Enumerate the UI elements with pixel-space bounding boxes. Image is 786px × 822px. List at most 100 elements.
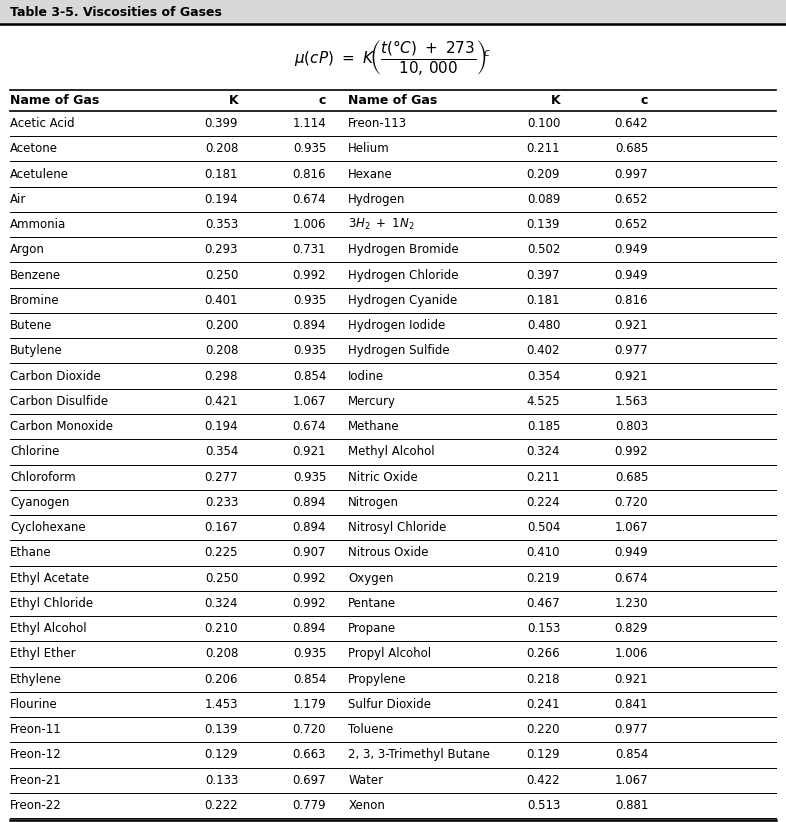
Text: 1.067: 1.067: [292, 395, 326, 408]
Text: 0.697: 0.697: [292, 774, 326, 787]
Text: 0.854: 0.854: [293, 672, 326, 686]
Text: Flourine: Flourine: [10, 698, 58, 711]
Text: 0.881: 0.881: [615, 799, 648, 812]
Text: 0.129: 0.129: [204, 748, 238, 761]
Text: c: c: [319, 94, 326, 107]
Text: 0.720: 0.720: [615, 496, 648, 509]
Text: $\mu(cP)\ =\ K\!\left(\dfrac{t(°C)\ +\ 273}{10,\,000}\right)^{\!\!c}$: $\mu(cP)\ =\ K\!\left(\dfrac{t(°C)\ +\ 2…: [295, 39, 491, 77]
Text: 0.841: 0.841: [615, 698, 648, 711]
Text: 0.829: 0.829: [615, 622, 648, 635]
Text: 0.894: 0.894: [292, 521, 326, 534]
Text: 1.179: 1.179: [292, 698, 326, 711]
Text: Freon-22: Freon-22: [10, 799, 62, 812]
Text: 0.949: 0.949: [615, 547, 648, 560]
Text: 1.067: 1.067: [615, 774, 648, 787]
Text: Hydrogen Chloride: Hydrogen Chloride: [348, 269, 459, 282]
Text: 0.298: 0.298: [204, 370, 238, 382]
Text: 0.642: 0.642: [615, 117, 648, 130]
Text: 4.525: 4.525: [527, 395, 560, 408]
Text: Freon-12: Freon-12: [10, 748, 62, 761]
Text: 0.133: 0.133: [205, 774, 238, 787]
Text: 0.992: 0.992: [292, 571, 326, 584]
Text: Acetone: Acetone: [10, 142, 58, 155]
Text: 0.153: 0.153: [527, 622, 560, 635]
Text: Table 3-5. Viscosities of Gases: Table 3-5. Viscosities of Gases: [10, 7, 222, 20]
Text: 0.324: 0.324: [204, 597, 238, 610]
Text: 0.209: 0.209: [527, 168, 560, 181]
Text: 0.211: 0.211: [527, 142, 560, 155]
Text: 0.422: 0.422: [527, 774, 560, 787]
Text: 0.200: 0.200: [205, 319, 238, 332]
Text: 0.803: 0.803: [615, 420, 648, 433]
Text: Cyanogen: Cyanogen: [10, 496, 70, 509]
Text: 0.181: 0.181: [204, 168, 238, 181]
Text: Propane: Propane: [348, 622, 396, 635]
Text: Cyclohexane: Cyclohexane: [10, 521, 86, 534]
Text: Bromine: Bromine: [10, 294, 60, 307]
Text: 0.949: 0.949: [615, 243, 648, 256]
Text: Air: Air: [10, 193, 27, 206]
Text: 0.513: 0.513: [527, 799, 560, 812]
Text: 1.006: 1.006: [292, 218, 326, 231]
Text: Ethyl Chloride: Ethyl Chloride: [10, 597, 94, 610]
Bar: [0, 0, 786, 24]
Text: Sulfur Dioxide: Sulfur Dioxide: [348, 698, 432, 711]
Text: 0.181: 0.181: [527, 294, 560, 307]
Text: 0.354: 0.354: [527, 370, 560, 382]
Text: 0.206: 0.206: [204, 672, 238, 686]
Text: 0.397: 0.397: [527, 269, 560, 282]
Text: Butene: Butene: [10, 319, 53, 332]
Text: 0.210: 0.210: [204, 622, 238, 635]
Text: 0.854: 0.854: [615, 748, 648, 761]
Text: Nitrogen: Nitrogen: [348, 496, 399, 509]
Text: 0.353: 0.353: [205, 218, 238, 231]
Text: 0.224: 0.224: [527, 496, 560, 509]
Text: 0.401: 0.401: [204, 294, 238, 307]
Text: 1.453: 1.453: [204, 698, 238, 711]
Text: 0.220: 0.220: [527, 723, 560, 737]
Text: 0.935: 0.935: [293, 294, 326, 307]
Text: Pentane: Pentane: [348, 597, 396, 610]
Text: 0.935: 0.935: [293, 648, 326, 660]
Text: 0.921: 0.921: [615, 672, 648, 686]
Text: Chloroform: Chloroform: [10, 471, 75, 483]
Text: Ethyl Acetate: Ethyl Acetate: [10, 571, 90, 584]
Text: 2, 3, 3-Trimethyl Butane: 2, 3, 3-Trimethyl Butane: [348, 748, 490, 761]
Text: 0.089: 0.089: [527, 193, 560, 206]
Text: 1.067: 1.067: [615, 521, 648, 534]
Text: Hydrogen Sulfide: Hydrogen Sulfide: [348, 344, 450, 358]
Text: $3H_2\ +\ 1N_2$: $3H_2\ +\ 1N_2$: [348, 217, 415, 232]
Text: 0.208: 0.208: [205, 648, 238, 660]
Text: Carbon Disulfide: Carbon Disulfide: [10, 395, 108, 408]
Text: 0.935: 0.935: [293, 344, 326, 358]
Text: Ethyl Ether: Ethyl Ether: [10, 648, 75, 660]
Text: 0.233: 0.233: [205, 496, 238, 509]
Text: Water: Water: [348, 774, 384, 787]
Text: 0.277: 0.277: [204, 471, 238, 483]
Text: Xenon: Xenon: [348, 799, 385, 812]
Text: Freon-11: Freon-11: [10, 723, 62, 737]
Text: Ethyl Alcohol: Ethyl Alcohol: [10, 622, 86, 635]
Text: 0.731: 0.731: [292, 243, 326, 256]
Text: 1.006: 1.006: [615, 648, 648, 660]
Text: 0.935: 0.935: [293, 142, 326, 155]
Text: 0.894: 0.894: [292, 496, 326, 509]
Text: c: c: [641, 94, 648, 107]
Text: 0.185: 0.185: [527, 420, 560, 433]
Text: Hexane: Hexane: [348, 168, 393, 181]
Text: Name of Gas: Name of Gas: [348, 94, 438, 107]
Text: Oxygen: Oxygen: [348, 571, 394, 584]
Text: 0.854: 0.854: [293, 370, 326, 382]
Text: 0.129: 0.129: [527, 748, 560, 761]
Text: 0.663: 0.663: [292, 748, 326, 761]
Text: 0.894: 0.894: [292, 319, 326, 332]
Text: 0.266: 0.266: [527, 648, 560, 660]
Text: Carbon Dioxide: Carbon Dioxide: [10, 370, 101, 382]
Text: 0.194: 0.194: [204, 420, 238, 433]
Text: 0.293: 0.293: [204, 243, 238, 256]
Text: 0.992: 0.992: [615, 446, 648, 459]
Text: 0.139: 0.139: [527, 218, 560, 231]
Text: 0.674: 0.674: [615, 571, 648, 584]
Text: 0.218: 0.218: [527, 672, 560, 686]
Text: 0.921: 0.921: [292, 446, 326, 459]
